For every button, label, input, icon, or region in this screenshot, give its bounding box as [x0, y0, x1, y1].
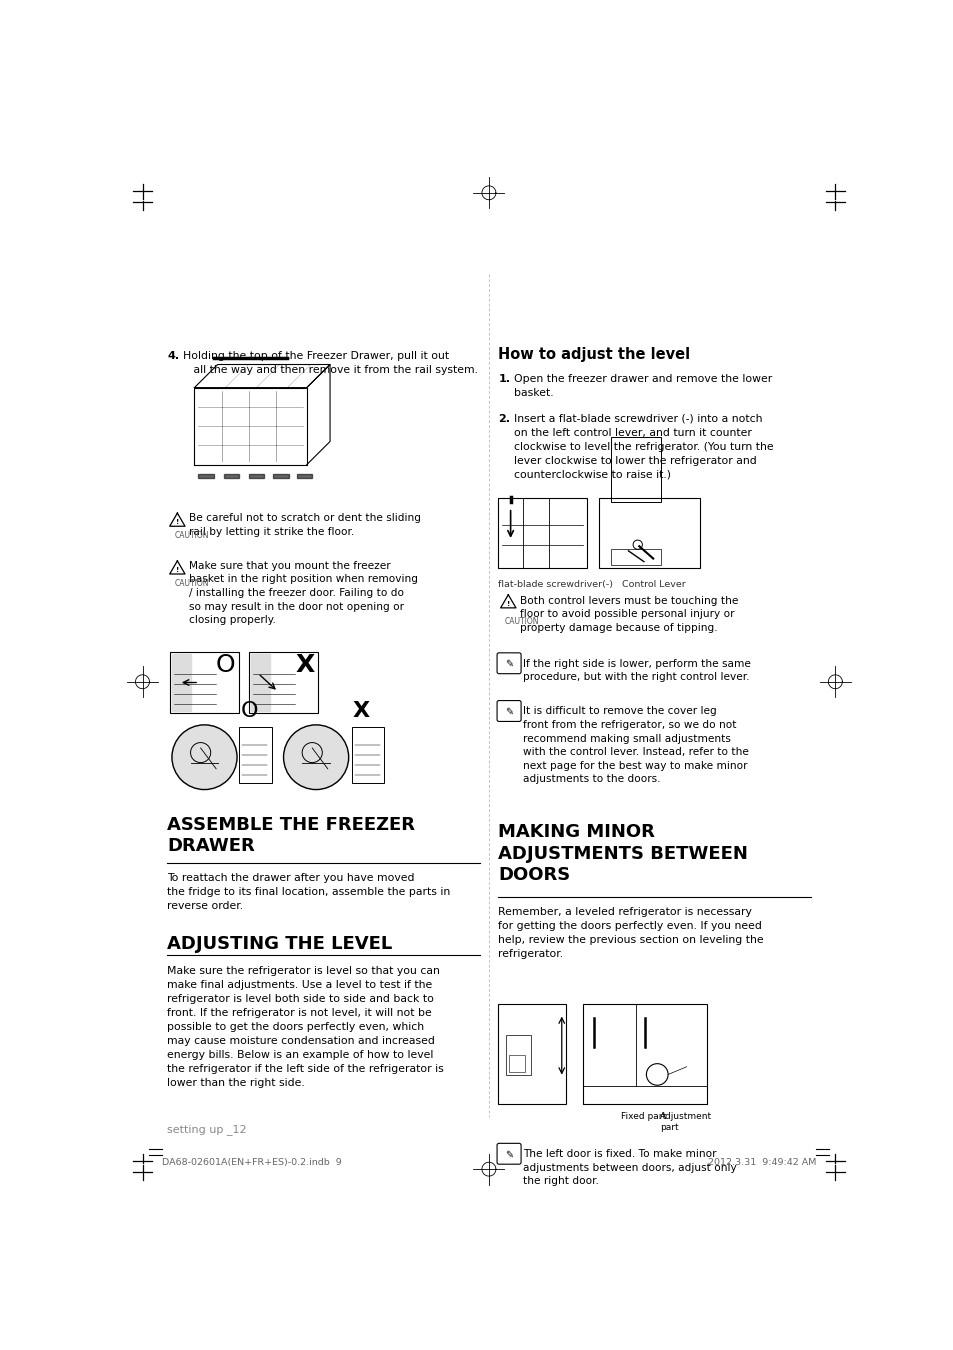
Bar — [224, 474, 239, 478]
Circle shape — [283, 725, 348, 790]
Text: !: ! — [175, 518, 179, 525]
Bar — [249, 474, 264, 478]
Text: Both control levers must be touching the
floor to avoid possible personal injury: Both control levers must be touching the… — [519, 595, 738, 633]
Text: MAKING MINOR
ADJUSTMENTS BETWEEN
DOORS: MAKING MINOR ADJUSTMENTS BETWEEN DOORS — [497, 824, 747, 884]
Text: X: X — [295, 653, 314, 678]
Bar — [497, 1004, 566, 1104]
Text: It is difficult to remove the cover leg
front from the refrigerator, so we do no: It is difficult to remove the cover leg … — [522, 706, 748, 784]
Bar — [239, 728, 272, 783]
Text: O: O — [215, 653, 235, 678]
Circle shape — [172, 725, 236, 790]
Text: !: ! — [506, 601, 510, 606]
Text: O: O — [241, 701, 258, 721]
Text: ADJUSTING THE LEVEL: ADJUSTING THE LEVEL — [167, 936, 392, 953]
Bar — [505, 1035, 530, 1075]
Text: CAUTION: CAUTION — [504, 617, 538, 626]
Bar — [610, 437, 660, 502]
Bar — [296, 474, 312, 478]
Text: Adjustment
part: Adjustment part — [659, 1112, 712, 1133]
Text: 1.: 1. — [497, 374, 510, 383]
Text: How to adjust the level: How to adjust the level — [497, 347, 690, 362]
Text: flat-blade screwdriver(-)   Control Lever: flat-blade screwdriver(-) Control Lever — [497, 580, 685, 589]
Bar — [274, 474, 289, 478]
Bar — [352, 728, 384, 783]
Text: Make sure the refrigerator is level so that you can
make final adjustments. Use : Make sure the refrigerator is level so t… — [167, 965, 443, 1088]
Text: Holding the top of the Freezer Drawer, pull it out
   all the way and then remov: Holding the top of the Freezer Drawer, p… — [183, 351, 477, 375]
Text: ✎: ✎ — [504, 1149, 513, 1160]
Text: !: ! — [175, 567, 179, 572]
Bar — [251, 653, 270, 711]
Text: Be careful not to scratch or dent the sliding
rail by letting it strike the floo: Be careful not to scratch or dent the sl… — [189, 513, 420, 537]
Text: X: X — [353, 701, 369, 721]
Text: If the right side is lower, perform the same
procedure, but with the right contr: If the right side is lower, perform the … — [522, 659, 750, 682]
Text: ASSEMBLE THE FREEZER
DRAWER: ASSEMBLE THE FREEZER DRAWER — [167, 815, 415, 856]
Bar — [172, 653, 192, 711]
Bar — [497, 498, 587, 568]
Bar — [583, 1004, 707, 1104]
Bar — [598, 498, 699, 568]
Text: Insert a flat-blade screwdriver (-) into a notch
on the left control lever, and : Insert a flat-blade screwdriver (-) into… — [513, 414, 773, 479]
Bar — [610, 548, 660, 566]
Bar — [509, 1056, 524, 1072]
Text: 2012.3.31  9:49:42 AM: 2012.3.31 9:49:42 AM — [707, 1158, 815, 1168]
Text: ✎: ✎ — [504, 706, 513, 717]
Text: Open the freezer drawer and remove the lower
basket.: Open the freezer drawer and remove the l… — [513, 374, 771, 398]
Text: CAUTION: CAUTION — [174, 531, 209, 540]
Text: 2.: 2. — [497, 414, 510, 424]
Text: DA68-02601A(EN+FR+ES)-0.2.indb  9: DA68-02601A(EN+FR+ES)-0.2.indb 9 — [162, 1158, 341, 1168]
Text: Remember, a leveled refrigerator is necessary
for getting the doors perfectly ev: Remember, a leveled refrigerator is nece… — [497, 907, 763, 958]
Bar — [170, 652, 239, 713]
Bar — [198, 474, 213, 478]
Text: CAUTION: CAUTION — [174, 579, 209, 587]
Text: 4.: 4. — [167, 351, 179, 360]
Text: setting up _12: setting up _12 — [167, 1125, 247, 1135]
Text: To reattach the drawer after you have moved
the fridge to its final location, as: To reattach the drawer after you have mo… — [167, 873, 450, 911]
Bar — [583, 1087, 707, 1104]
Text: The left door is fixed. To make minor
adjustments between doors, adjust only
the: The left door is fixed. To make minor ad… — [522, 1149, 736, 1187]
Text: ✎: ✎ — [504, 659, 513, 668]
Text: Make sure that you mount the freezer
basket in the right position when removing
: Make sure that you mount the freezer bas… — [189, 560, 417, 625]
Text: Fixed part: Fixed part — [620, 1112, 665, 1122]
Bar — [249, 652, 318, 713]
